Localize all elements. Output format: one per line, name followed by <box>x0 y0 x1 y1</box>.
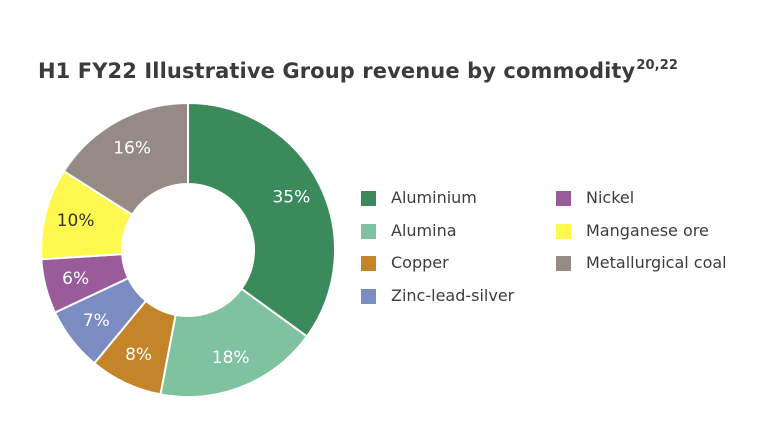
legend-swatch <box>361 223 376 239</box>
legend-swatch <box>556 223 571 239</box>
legend-label: Aluminium <box>391 188 477 207</box>
slice-aluminium <box>187 101 336 338</box>
slice-alumina <box>159 287 309 398</box>
chart-title-superscript: 20,22 <box>636 58 678 73</box>
data-label-manganese-ore: 10% <box>57 211 95 231</box>
legend-label: Metallurgical coal <box>586 253 727 272</box>
data-label-copper: 8% <box>125 345 152 365</box>
data-label-aluminium: 35% <box>272 187 310 207</box>
legend-label: Nickel <box>586 188 635 207</box>
legend-swatch <box>556 191 571 206</box>
data-label-metallurgical-coal: 16% <box>113 138 151 158</box>
legend-label: Copper <box>391 253 449 272</box>
data-label-alumina: 18% <box>212 348 250 368</box>
legend-swatch <box>361 256 376 271</box>
legend-label: Manganese ore <box>586 220 709 240</box>
chart-title: H1 FY22 Illustrative Group revenue by co… <box>38 58 678 83</box>
slice-metallurgical-coal <box>62 101 189 217</box>
chart-title-text: H1 FY22 Illustrative Group revenue by co… <box>38 59 636 83</box>
legend-label: Alumina <box>391 220 457 240</box>
legend-swatch <box>361 288 376 304</box>
legend-label: Zinc-lead-silver <box>391 285 515 305</box>
data-label-nickel: 6% <box>62 269 89 289</box>
data-label-zinc-lead-silver: 7% <box>83 311 110 331</box>
legend-swatch <box>556 256 571 271</box>
legend-swatch <box>361 191 376 206</box>
